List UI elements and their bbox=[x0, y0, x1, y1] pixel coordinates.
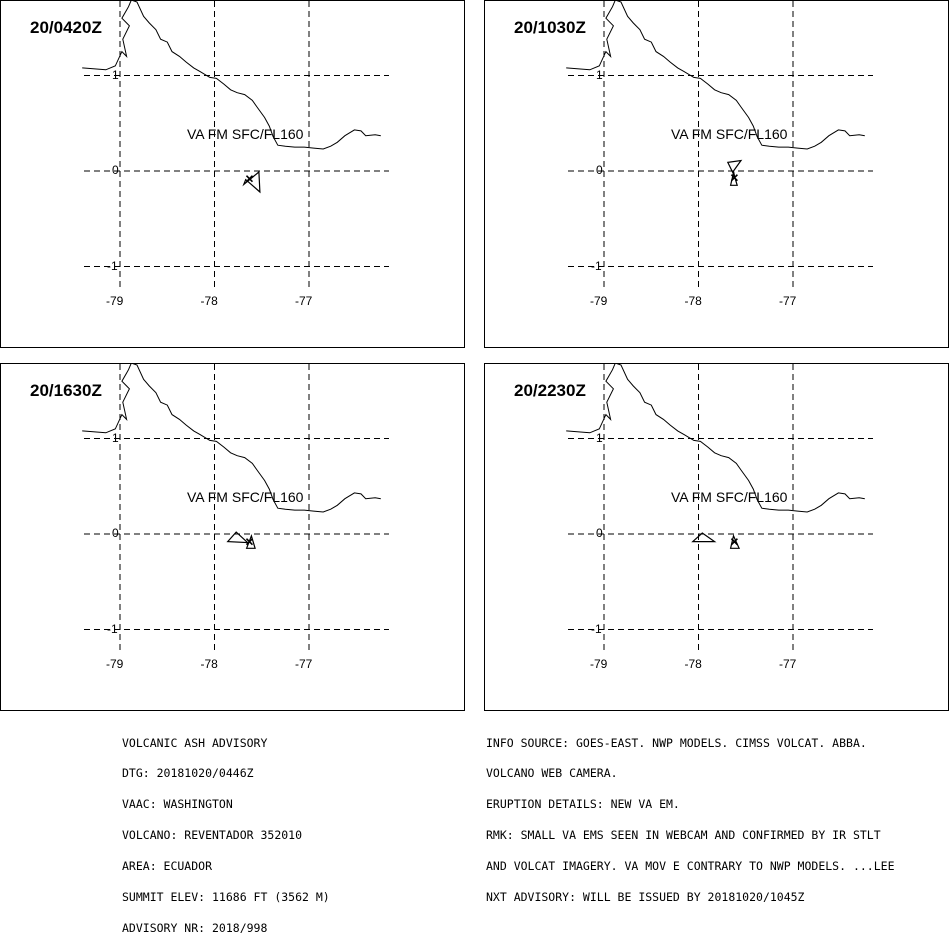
advisory-line: INFO SOURCE: GOES-EAST. NWP MODELS. CIMS… bbox=[486, 735, 867, 750]
lon-tick-label: -78 bbox=[200, 294, 218, 308]
lat-tick-label: -1 bbox=[591, 621, 602, 636]
ash-cloud-polygon bbox=[691, 532, 717, 543]
advisory-line: NXT ADVISORY: WILL BE ISSUED BY 20181020… bbox=[486, 890, 805, 905]
advisory-line: SUMMIT ELEV: 11686 FT (3562 M) bbox=[122, 890, 330, 905]
advisory-right: INFO SOURCE: GOES-EAST. NWP MODELS. CIMS… bbox=[486, 717, 895, 913]
volcano-marker-icon bbox=[245, 175, 254, 183]
lon-tick-label: -79 bbox=[106, 657, 124, 671]
advisory-left: VOLCANIC ASH ADVISORY DTG: 20181020/0446… bbox=[122, 717, 330, 944]
advisory-line: RMK: SMALL VA EMS SEEN IN WEBCAM AND CON… bbox=[486, 828, 881, 843]
map-canvas bbox=[566, 1, 873, 289]
panel-time: 20/2230Z bbox=[514, 381, 586, 400]
ash-cloud-polygon bbox=[226, 531, 250, 544]
lat-tick-label: 1 bbox=[112, 430, 119, 445]
advisory-line: VOLCANIC ASH ADVISORY bbox=[122, 735, 268, 750]
advisory-line: AND VOLCAT IMAGERY. VA MOV E CONTRARY TO… bbox=[486, 859, 895, 874]
lat-tick-label: 1 bbox=[596, 430, 603, 445]
map-panel: 20/1630Z VA FM SFC/FL160 1 0 -1 -79 -78 -77 bbox=[0, 363, 465, 711]
ash-cloud-polygon bbox=[242, 170, 261, 194]
advisory-line: VOLCANO: REVENTADOR 352010 bbox=[122, 828, 303, 843]
lat-tick-label: 0 bbox=[596, 526, 603, 540]
map-canvas bbox=[566, 364, 873, 652]
map-panel: 20/0420Z VA FM SFC/FL160 1 0 -1 -79 -78 -77 bbox=[0, 0, 465, 348]
lat-tick-label: -1 bbox=[107, 621, 118, 636]
lon-tick-label: -77 bbox=[295, 657, 313, 671]
panel-time: 20/1030Z bbox=[514, 18, 586, 37]
advisory-line: VOLCANO WEB CAMERA. bbox=[486, 766, 618, 781]
lat-tick-label: 0 bbox=[596, 163, 603, 177]
ash-layer-label: VA FM SFC/FL160 bbox=[187, 126, 304, 142]
lat-tick-label: 1 bbox=[112, 67, 119, 82]
map-canvas bbox=[82, 1, 389, 289]
coastline bbox=[82, 1, 381, 150]
lon-tick-label: -77 bbox=[779, 294, 797, 308]
lat-tick-label: 1 bbox=[596, 67, 603, 82]
lat-tick-label: -1 bbox=[107, 258, 118, 273]
lon-tick-label: -77 bbox=[779, 657, 797, 671]
advisory-line: DTG: 20181020/0446Z bbox=[122, 766, 254, 781]
lon-tick-label: -78 bbox=[684, 657, 702, 671]
map-panel: 20/1030Z VA FM SFC/FL160 1 0 -1 -79 -78 -77 bbox=[484, 0, 949, 348]
coastline bbox=[566, 364, 865, 513]
volcano-marker-icon bbox=[730, 538, 738, 546]
lon-tick-label: -79 bbox=[106, 294, 124, 308]
lat-tick-label: 0 bbox=[112, 526, 119, 540]
lon-tick-label: -79 bbox=[590, 657, 608, 671]
ash-cloud-polygon bbox=[726, 159, 743, 177]
lat-tick-label: -1 bbox=[591, 258, 602, 273]
lat-tick-label: 0 bbox=[112, 163, 119, 177]
ash-layer-label: VA FM SFC/FL160 bbox=[671, 126, 788, 142]
map-canvas bbox=[82, 364, 389, 652]
volcano-marker-icon bbox=[245, 538, 254, 546]
volcano-marker-icon bbox=[730, 174, 738, 182]
lon-tick-label: -78 bbox=[684, 294, 702, 308]
map-panel: 20/2230Z VA FM SFC/FL160 1 0 -1 -79 -78 -77 bbox=[484, 363, 949, 711]
lon-tick-label: -78 bbox=[200, 657, 218, 671]
lon-tick-label: -77 bbox=[295, 294, 313, 308]
panel-time: 20/1630Z bbox=[30, 381, 102, 400]
ash-layer-label: VA FM SFC/FL160 bbox=[671, 489, 788, 505]
advisory-line: AREA: ECUADOR bbox=[122, 859, 213, 874]
coastline bbox=[566, 1, 865, 150]
coastline bbox=[82, 364, 381, 513]
advisory-line: ADVISORY NR: 2018/998 bbox=[122, 920, 268, 935]
ash-cloud-polygon bbox=[729, 534, 741, 549]
panel-time: 20/0420Z bbox=[30, 18, 102, 37]
ash-layer-label: VA FM SFC/FL160 bbox=[187, 489, 304, 505]
lon-tick-label: -79 bbox=[590, 294, 608, 308]
advisory-line: ERUPTION DETAILS: NEW VA EM. bbox=[486, 797, 680, 812]
advisory-line: VAAC: WASHINGTON bbox=[122, 797, 233, 812]
